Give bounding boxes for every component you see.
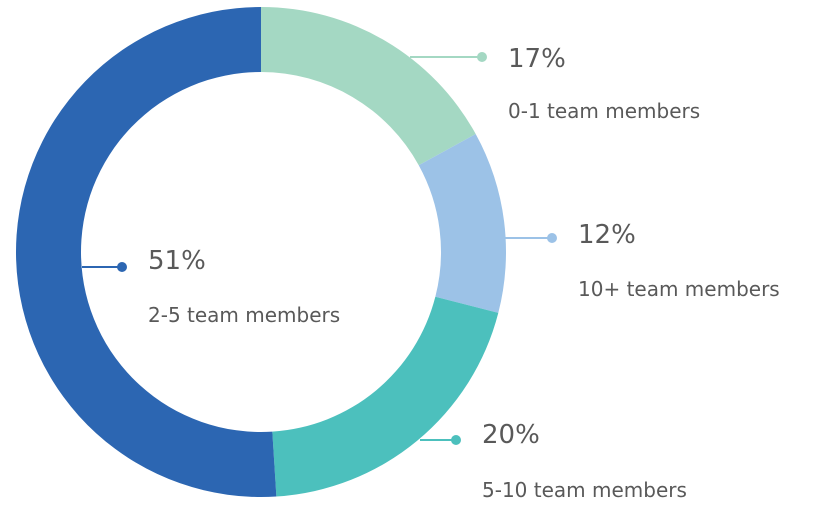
slice	[272, 296, 499, 497]
value-label: 51%	[148, 246, 206, 276]
value-label: 17%	[508, 44, 566, 74]
leader-dot	[117, 262, 127, 272]
value-label: 12%	[578, 220, 636, 250]
slice	[15, 6, 277, 497]
category-label: 0-1 team members	[508, 99, 700, 123]
leader-dot	[477, 52, 487, 62]
category-label: 10+ team members	[578, 277, 780, 301]
slice	[418, 133, 507, 313]
leader-dot	[547, 233, 557, 243]
leader-dot	[451, 435, 461, 445]
category-label: 2-5 team members	[148, 303, 340, 327]
value-label: 20%	[482, 420, 540, 450]
slice	[261, 7, 476, 166]
category-label: 5-10 team members	[482, 478, 687, 502]
